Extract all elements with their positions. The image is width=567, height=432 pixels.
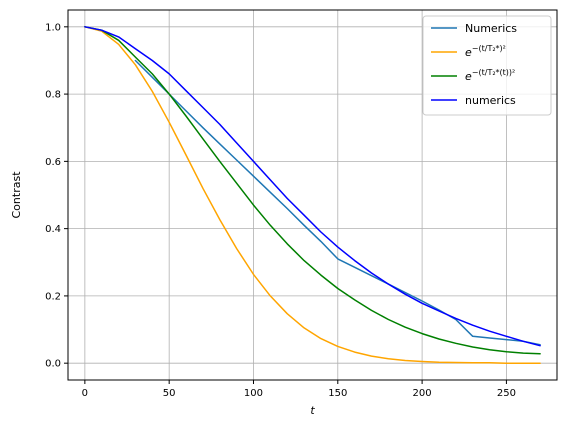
legend-box bbox=[422, 15, 552, 116]
series-line-2 bbox=[84, 26, 541, 364]
y-axis-label: Contrast bbox=[10, 171, 23, 219]
series-line-1 bbox=[134, 59, 541, 346]
axis-ticks: 0 50 100 150 200 250 0.0 0.2 0.4 0.6 0.8 1.0 bbox=[45, 22, 516, 399]
series-lines bbox=[84, 26, 541, 364]
y-tick-label: 0.4 bbox=[45, 224, 61, 235]
y-tick-label: 0.6 bbox=[45, 157, 61, 168]
plot-frame bbox=[67, 9, 558, 381]
legend-label-2: e−(t/T₂*)² bbox=[465, 44, 506, 59]
x-tick-label: 100 bbox=[244, 388, 263, 399]
x-tick-label: 200 bbox=[413, 388, 432, 399]
x-tick-label: 150 bbox=[328, 388, 347, 399]
svg-text:e−(t/T₂*)²: e−(t/T₂*)² bbox=[465, 44, 506, 59]
legend: Numerics e−(t/T₂*)² e−(t/T₂*(t))² numerics bbox=[422, 15, 552, 116]
x-tick-label: 50 bbox=[163, 388, 176, 399]
y-tick-label: 0.8 bbox=[45, 90, 61, 101]
x-tick-label: 250 bbox=[497, 388, 516, 399]
legend-label-3: e−(t/T₂*(t))² bbox=[465, 68, 515, 83]
svg-text:e−(t/T₂*(t))²: e−(t/T₂*(t))² bbox=[465, 68, 515, 83]
y-tick-label: 0.2 bbox=[45, 291, 61, 302]
x-tick-label: 0 bbox=[82, 388, 88, 399]
x-axis-label: t bbox=[310, 404, 315, 417]
legend-label-4: numerics bbox=[465, 94, 516, 107]
series-line-4 bbox=[84, 26, 541, 347]
y-tick-label: 1.0 bbox=[45, 22, 61, 33]
legend-label-1: Numerics bbox=[465, 22, 517, 35]
series-line-3 bbox=[84, 26, 541, 355]
y-tick-label: 0.0 bbox=[45, 359, 61, 370]
